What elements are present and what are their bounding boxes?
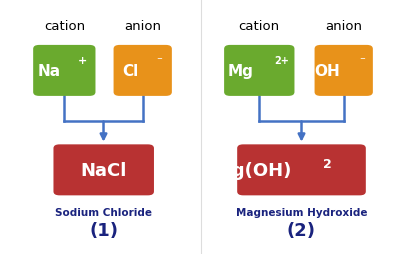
Text: ⁻: ⁻ (156, 56, 161, 66)
Text: +: + (77, 56, 87, 66)
FancyBboxPatch shape (53, 145, 154, 196)
Text: 2: 2 (322, 157, 331, 170)
Text: NaCl: NaCl (80, 161, 127, 179)
Text: cation: cation (44, 20, 85, 33)
Text: Sodium Chloride: Sodium Chloride (55, 207, 152, 217)
Text: ⁻: ⁻ (358, 56, 364, 66)
Text: Cl: Cl (122, 64, 138, 78)
Text: 2+: 2+ (273, 56, 288, 66)
FancyBboxPatch shape (33, 46, 95, 97)
Text: anion: anion (124, 20, 161, 33)
FancyBboxPatch shape (224, 46, 294, 97)
Text: cation: cation (238, 20, 279, 33)
FancyBboxPatch shape (237, 145, 365, 196)
Text: Mg: Mg (227, 64, 253, 78)
FancyBboxPatch shape (113, 46, 172, 97)
Text: Magnesium Hydroxide: Magnesium Hydroxide (235, 207, 367, 217)
Text: OH: OH (313, 64, 339, 78)
FancyBboxPatch shape (314, 46, 372, 97)
Text: (2): (2) (286, 221, 315, 239)
Text: Mg(OH): Mg(OH) (214, 161, 291, 179)
Text: Na: Na (37, 64, 60, 78)
Text: (1): (1) (89, 221, 118, 239)
Text: anion: anion (324, 20, 361, 33)
